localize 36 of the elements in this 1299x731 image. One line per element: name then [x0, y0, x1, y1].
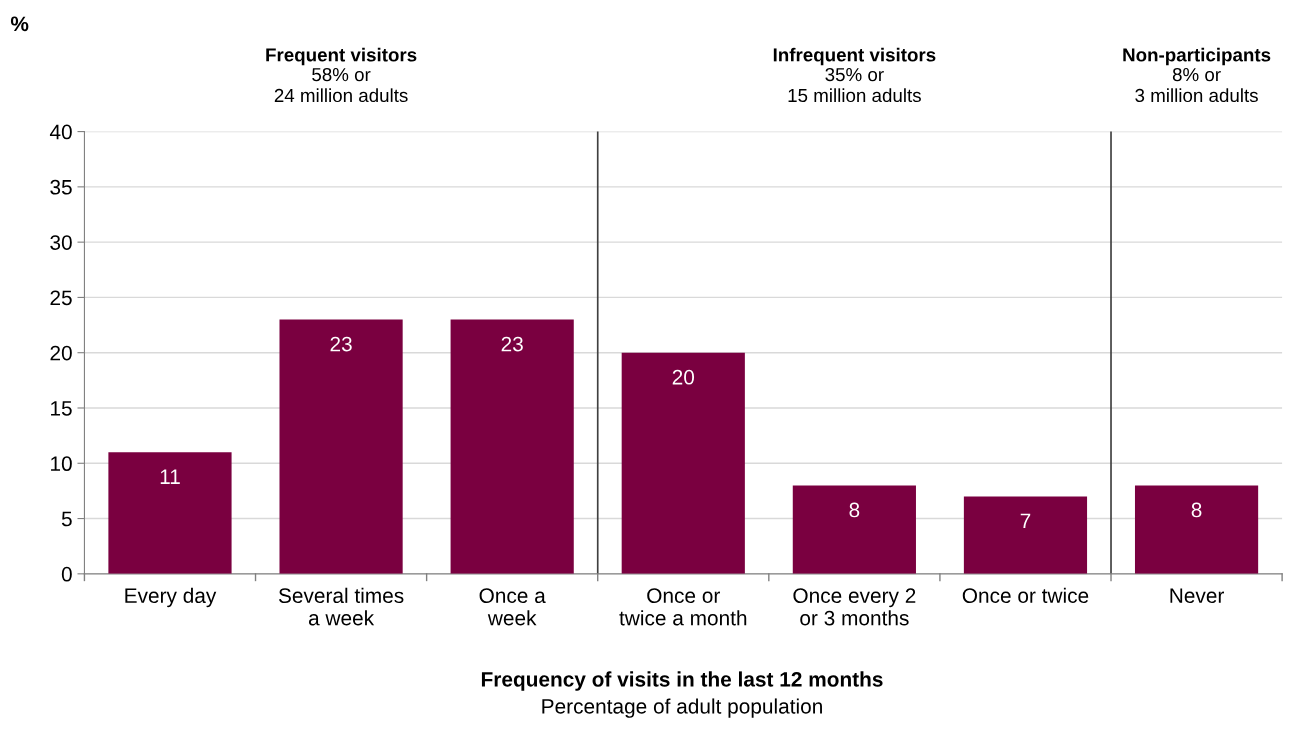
y-tick-label: 5 [61, 511, 72, 527]
data-label: 7 [1020, 513, 1031, 529]
x-tick-label: Every day [125, 587, 217, 608]
y-tick-label: 40 [49, 124, 72, 140]
data-label: 8 [1191, 502, 1202, 518]
x-tick-label: Never [1170, 588, 1225, 604]
bar [279, 319, 403, 574]
x-axis-title: Frequency of visits in the last 12 months [481, 671, 883, 691]
x-tick-label: Once or twice [962, 587, 1089, 604]
text: Non-participants 8% or 3 million adults [1123, 47, 1271, 103]
data-label: 20 [672, 369, 695, 385]
bar [108, 452, 232, 574]
bar [792, 485, 916, 574]
x-tick-label: Several times a week [278, 587, 404, 626]
data-label: 11 [160, 469, 180, 484]
bar [450, 319, 574, 574]
text: Percentage of adult population [542, 698, 822, 718]
y-tick-label: 20 [50, 345, 72, 361]
y-tick-label: 30 [50, 235, 72, 250]
y-tick-label: 35 [50, 179, 72, 195]
bar [1134, 485, 1259, 574]
y-tick-label: 0 [61, 566, 72, 582]
x-tick-label: Once or twice a month [619, 588, 747, 626]
text: Frequent visitors 58% or 24 million adults [266, 47, 417, 103]
text: Infrequent visitors 35% or 15 million adults [773, 47, 936, 103]
data-label: 23 [330, 336, 352, 352]
y-axis-title: % [10, 16, 29, 32]
bar [621, 352, 745, 574]
x-tick-label: Once every 2 or 3 months [793, 588, 916, 626]
x-tick-label: Once a week [479, 588, 546, 626]
data-label: 23 [501, 336, 523, 352]
y-tick-label: 10 [51, 456, 72, 472]
y-tick-label: 15 [51, 401, 72, 416]
y-tick-label: 25 [50, 290, 72, 306]
data-label: 8 [849, 502, 860, 518]
bar [963, 496, 1088, 574]
